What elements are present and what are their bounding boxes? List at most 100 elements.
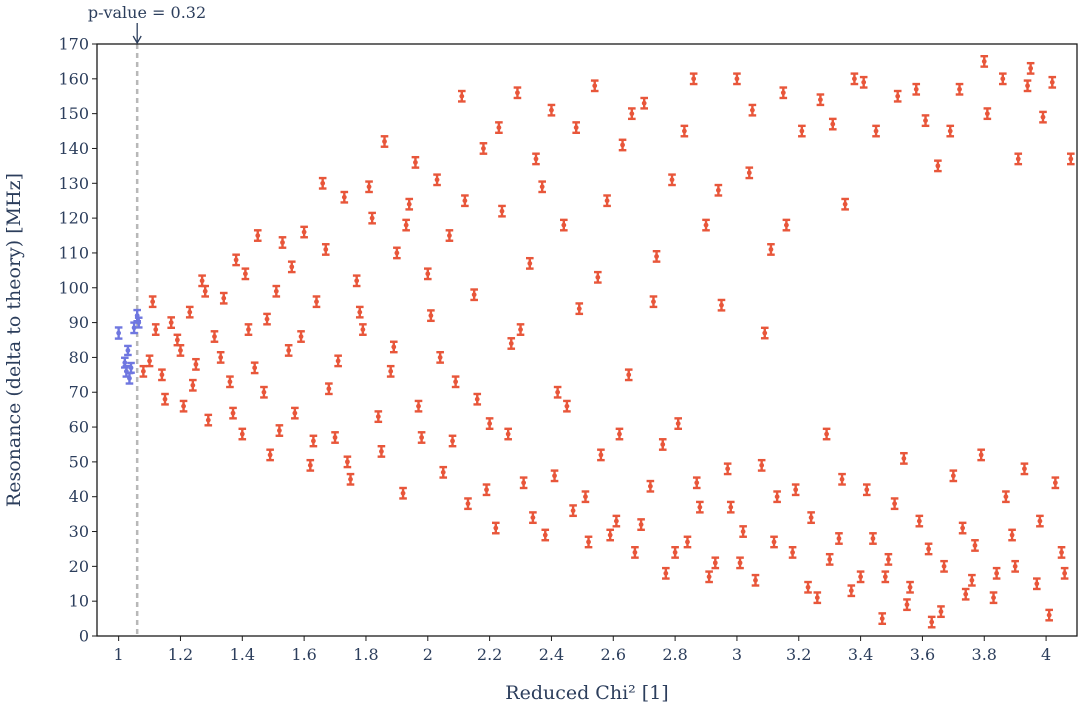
rejected-marker (768, 247, 774, 252)
rejected-point-54 (498, 204, 506, 218)
rejected-marker (749, 107, 755, 113)
y-tick-label: 100 (58, 278, 89, 297)
y-tick-label: 30 (69, 522, 89, 541)
rejected-marker (549, 107, 554, 113)
rejected-point-117 (949, 469, 958, 483)
rejected-marker (886, 556, 891, 562)
rejected-point-208 (980, 54, 989, 68)
rejected-marker (669, 177, 675, 183)
rejected-point-96 (798, 124, 806, 138)
rejected-point-76 (652, 249, 661, 263)
rejected-point-148 (309, 434, 318, 448)
rejected-point-46 (445, 229, 454, 242)
rejected-marker (694, 480, 700, 486)
rejected-point-164 (495, 121, 503, 135)
rejected-marker (218, 355, 224, 360)
rejected-marker (286, 348, 292, 353)
rejected-point-155 (389, 340, 398, 354)
rejected-point-85 (717, 298, 726, 312)
rejected-point-98 (813, 591, 822, 605)
rejected-marker (150, 299, 156, 305)
rejected-point-183 (705, 570, 713, 584)
rejected-marker (651, 299, 656, 305)
rejected-point-123 (992, 566, 1001, 580)
rejected-point-175 (615, 427, 624, 441)
rejected-marker (233, 257, 239, 263)
rejected-marker (904, 602, 910, 608)
rejected-point-122 (983, 107, 992, 121)
rejected-marker (882, 574, 888, 580)
rejected-marker (1068, 156, 1074, 162)
rejected-point-25 (306, 458, 315, 472)
plot-frame (96, 43, 1078, 637)
rejected-marker (604, 198, 610, 204)
rejected-point-10 (204, 413, 213, 427)
rejected-point-149 (321, 243, 330, 256)
rejected-marker (555, 389, 561, 395)
rejected-marker (824, 431, 829, 437)
rejected-marker (264, 316, 270, 322)
rejected-marker (332, 435, 338, 440)
plot-marks (114, 44, 1075, 636)
rejected-marker (447, 233, 452, 238)
rejected-point-31 (346, 472, 355, 486)
rejected-marker (527, 260, 533, 266)
rejected-marker (1062, 570, 1068, 576)
rejected-marker (598, 452, 604, 458)
y-tick-label: 140 (58, 139, 89, 158)
rejected-point-191 (791, 483, 800, 497)
rejected-marker (1040, 114, 1046, 120)
rejected-marker (539, 184, 545, 190)
rejected-marker (292, 410, 298, 416)
rejected-marker (174, 337, 180, 343)
rejected-point-142 (241, 267, 250, 281)
rejected-point-201 (903, 598, 911, 612)
rejected-marker (626, 372, 632, 378)
rejected-marker (725, 466, 731, 472)
rejected-marker (471, 292, 477, 298)
x-tick-label: 3 (732, 645, 742, 664)
rejected-marker (691, 76, 697, 82)
rejected-point-0 (139, 364, 148, 378)
rejected-point-9 (198, 274, 206, 288)
rejected-marker (719, 302, 724, 308)
y-tick-label: 60 (69, 418, 89, 437)
rejected-point-188 (757, 458, 766, 472)
rejected-marker (654, 254, 659, 259)
rejected-marker (814, 595, 820, 601)
rejected-point-86 (723, 462, 732, 476)
rejected-point-119 (961, 587, 970, 601)
rejected-point-6 (179, 399, 188, 413)
rejected-marker (728, 504, 734, 510)
rejected-marker (818, 97, 823, 103)
y-tick-label: 90 (69, 313, 89, 332)
rejected-marker (388, 368, 394, 374)
rejected-marker (799, 128, 805, 134)
rejected-point-59 (532, 152, 540, 166)
y-tick-label: 0 (79, 627, 89, 646)
rejected-marker (499, 208, 505, 214)
rejected-point-102 (841, 197, 849, 211)
rejected-marker (762, 330, 768, 336)
rejected-marker (382, 139, 387, 144)
rejected-point-146 (287, 260, 296, 274)
rejected-point-180 (671, 546, 679, 559)
rejected-point-186 (736, 556, 744, 570)
rejected-marker (753, 577, 758, 583)
rejected-marker (462, 198, 468, 204)
rejected-marker (592, 83, 598, 89)
x-tick-label: 2.6 (601, 645, 626, 664)
rejected-marker (212, 334, 217, 339)
rejected-point-195 (838, 472, 846, 486)
x-tick-label: 1.8 (353, 645, 378, 664)
rejected-marker (938, 609, 944, 615)
rejected-marker (848, 588, 854, 594)
rejected-point-13 (226, 375, 234, 389)
rejected-marker (858, 574, 863, 580)
rejected-point-67 (590, 79, 599, 93)
p-value-annotation: p-value = 0.32 (88, 3, 206, 22)
rejected-point-37 (386, 364, 395, 378)
rejected-point-108 (884, 552, 893, 566)
rejected-point-129 (1033, 577, 1041, 591)
rejected-marker (771, 539, 777, 545)
